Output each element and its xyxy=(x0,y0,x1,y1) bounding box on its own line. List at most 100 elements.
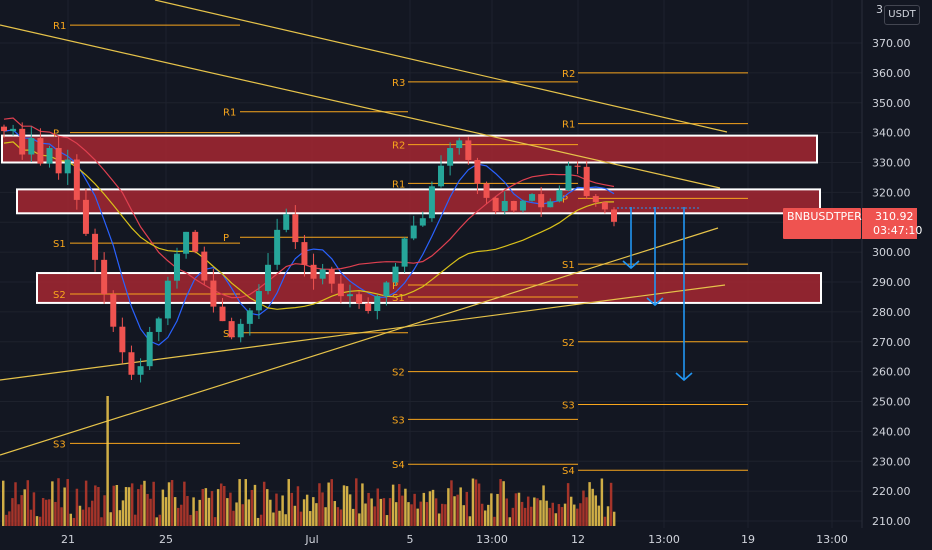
candle-body xyxy=(183,231,190,254)
volume-bar xyxy=(207,497,211,526)
volume-bar xyxy=(367,492,370,526)
volume-bar xyxy=(78,505,82,526)
volume-bar xyxy=(69,513,73,526)
volume-bar xyxy=(20,495,23,526)
volume-bar xyxy=(11,498,14,526)
volume-bar xyxy=(253,484,257,526)
volume-bar xyxy=(44,499,48,526)
candle-body xyxy=(110,294,117,327)
pivot-label: S4 xyxy=(562,466,575,477)
volume-bar xyxy=(146,493,149,526)
volume-bar xyxy=(514,493,518,526)
time-tick-label: 13:00 xyxy=(476,533,508,546)
volume-bar xyxy=(370,498,373,526)
volume-bar xyxy=(91,500,94,526)
volume-bar xyxy=(51,481,54,526)
volume-bar xyxy=(373,506,376,526)
volume-bar xyxy=(603,516,607,526)
time-tick-label: 25 xyxy=(159,533,173,546)
pivot-label: P xyxy=(392,281,398,292)
candle-body xyxy=(73,159,80,200)
volume-bar xyxy=(149,498,152,526)
volume-bar xyxy=(453,496,456,526)
pivot-label: S1 xyxy=(562,260,575,271)
volume-bar xyxy=(345,486,349,526)
price-tick-label: 280.00 xyxy=(872,306,911,319)
arrowhead xyxy=(622,260,640,270)
candle-body xyxy=(474,159,481,184)
candle-body xyxy=(438,165,445,187)
price-tick-label: 230.00 xyxy=(872,455,911,468)
candle-body xyxy=(219,306,226,322)
volume-bar xyxy=(401,495,404,526)
volume-bar xyxy=(428,491,432,526)
volume-bar xyxy=(391,484,395,526)
volume-bar xyxy=(376,488,380,526)
time-tick-label: Jul xyxy=(304,533,318,546)
volume-bar xyxy=(327,482,330,526)
candle-body xyxy=(538,194,545,208)
price-axis[interactable]: 370.00 360.00 350.00 340.00 330.00 320.00 310.… xyxy=(872,37,911,528)
candle-body xyxy=(37,138,44,164)
volume-bar xyxy=(382,498,386,526)
symbol-name: BNBUSDTPERP xyxy=(787,210,869,223)
volume-bar xyxy=(609,482,613,526)
candle-body xyxy=(55,147,62,174)
time-tick-label: 21 xyxy=(61,533,75,546)
price-tick-label: 330.00 xyxy=(872,157,911,170)
volume-bar xyxy=(468,516,472,526)
volume-bar xyxy=(66,479,69,526)
candle-body xyxy=(565,165,572,191)
candle-body xyxy=(529,194,536,201)
volume-bar xyxy=(302,499,306,526)
volume-bar xyxy=(361,483,364,526)
volume-bar xyxy=(566,483,570,526)
volume-bar xyxy=(262,481,266,526)
volume-bar xyxy=(23,489,26,526)
candle-body xyxy=(401,238,408,267)
volume-bar xyxy=(278,510,281,526)
time-axis[interactable]: 21 25 Jul 5 13:00 12 13:00 19 13:00 xyxy=(61,533,848,546)
candle-body xyxy=(301,242,308,265)
volume-bar xyxy=(536,498,539,526)
volume-bar xyxy=(130,483,134,526)
volume-bar xyxy=(115,485,119,526)
price-tick-label: 220.00 xyxy=(872,485,911,498)
volume-bar xyxy=(333,501,337,526)
price-tick-label: 300.00 xyxy=(872,246,911,259)
volume-bar xyxy=(164,497,168,526)
volume-bar xyxy=(321,492,324,526)
volume-bar xyxy=(192,497,195,526)
pivot-label: S3 xyxy=(392,415,405,426)
volume-bar xyxy=(526,496,530,526)
candle-body xyxy=(392,266,399,283)
price-tick-label: 370.00 xyxy=(872,37,911,50)
volume-bar xyxy=(483,510,487,526)
volume-bar xyxy=(232,510,235,526)
volume-bar xyxy=(170,480,174,526)
volume-bar xyxy=(256,517,260,526)
candle-body xyxy=(274,229,281,265)
volume-bar xyxy=(465,491,469,526)
volume-bar xyxy=(247,499,251,526)
volume-bar xyxy=(419,501,422,526)
volume-bar xyxy=(441,503,444,526)
pivot-label: R1 xyxy=(223,108,236,119)
volume-bar xyxy=(594,495,597,526)
volume-bar xyxy=(523,507,527,526)
volume-bar xyxy=(293,505,297,526)
candle-body xyxy=(128,352,135,375)
volume-bar xyxy=(152,481,155,526)
currency-badge[interactable]: USDT xyxy=(884,5,920,25)
volume-bar xyxy=(388,498,392,526)
volume-bar xyxy=(75,488,79,526)
candle-body xyxy=(356,294,363,304)
ma-line-red xyxy=(3,117,615,299)
trendline xyxy=(154,0,728,133)
volume-bar xyxy=(121,500,125,526)
volume-bar xyxy=(223,485,226,526)
volume-bar xyxy=(576,508,579,526)
volume-bar xyxy=(364,503,367,526)
volume-bar xyxy=(456,494,459,526)
